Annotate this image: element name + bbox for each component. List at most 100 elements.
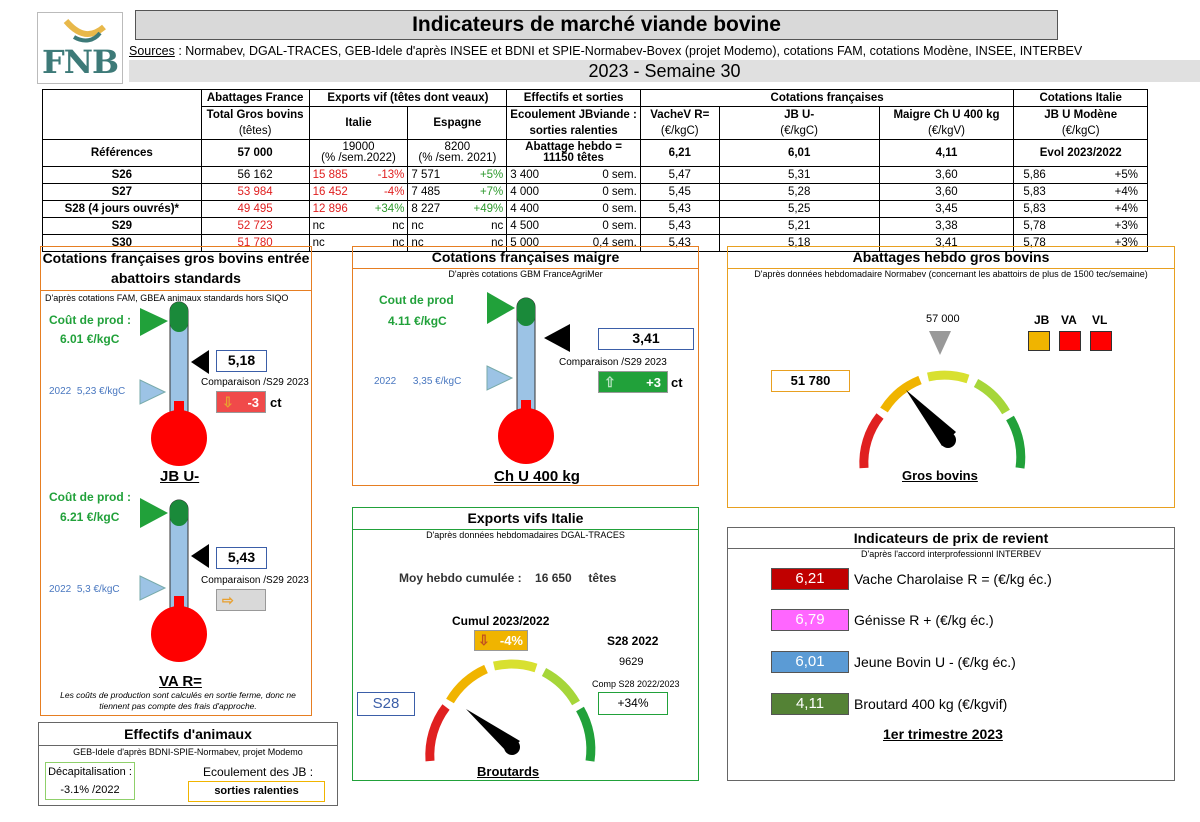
header-modene-unit: (€/kgC) — [1013, 123, 1148, 140]
row-jb: 5,18 — [718, 234, 880, 252]
legend-vl: VL — [1092, 313, 1108, 327]
row-effectifs-sem: 0 sem. — [602, 186, 637, 198]
sources-text: : Normabev, DGAL-TRACES, GEB-Idele d'apr… — [174, 44, 1083, 58]
jb-cout-label: Coût de prod : — [49, 313, 131, 327]
header-ecoulement: Ecoulement JBviande : — [506, 106, 641, 123]
ref-effectifs: Abattage hebdo = — [525, 141, 622, 153]
abattages-title: Abattages hebdo gros bovins — [852, 249, 1050, 265]
row-vache: 5,43 — [639, 234, 720, 252]
arrow-down-icon-2: ⇩ — [478, 632, 490, 648]
revient-panel: Indicateurs de prix de revient D'après l… — [727, 527, 1175, 781]
revient-value: 6,01 — [771, 651, 849, 673]
revient-item: 6,01 Jeune Bovin U - (€/kg éc.) — [771, 651, 1016, 673]
abattages-value-box: 51 780 — [771, 370, 850, 392]
jb-delta-badge: ⇩ -3 — [216, 391, 266, 413]
sources-label: Sources — [129, 44, 175, 58]
header-vache: VacheV R= — [639, 106, 720, 123]
exports-s28-label: S28 2022 — [607, 634, 659, 648]
table-row: S28 (4 jours ouvrés)* 49 495 12 896 +34% 8 2… — [42, 200, 1148, 218]
va-name: VA R= — [159, 673, 202, 690]
row-vache: 5,43 — [639, 217, 720, 235]
row-italie-pct: -13% — [377, 169, 405, 181]
va-cout-value: 6.21 €/kgC — [60, 510, 120, 524]
ref-espagne: 8200 — [444, 141, 471, 153]
row-espagne: nc — [411, 220, 424, 232]
maigre-delta-unit: ct — [671, 375, 683, 390]
row-modene: 5,78 — [1023, 220, 1046, 232]
arrow-down-icon: ⇩ — [222, 394, 234, 410]
exports-panel: Exports vifs Italie D'après données hebd… — [352, 507, 699, 781]
arrow-up-icon: ⇧ — [604, 374, 616, 390]
decap-value: -3.1% /2022 — [60, 784, 120, 796]
row-effectifs: 4 000 — [510, 186, 540, 198]
jb-delta: -3 — [247, 395, 259, 410]
revient-period: 1er trimestre 2023 — [883, 726, 1003, 742]
cotations-gb-sub: D'après cotations FAM, GBEA animaux stan… — [45, 293, 289, 303]
jb-thermometer-icon — [139, 301, 209, 466]
header-abattages: Abattages France — [200, 89, 310, 107]
row-italie: 15 885 — [312, 169, 348, 181]
fnb-logo: FNB — [37, 12, 123, 84]
maigre-delta-badge: ⇧ +3 — [598, 371, 668, 393]
exports-name: Broutards — [477, 764, 540, 779]
row-italie-pct: -4% — [383, 186, 405, 198]
exports-s28-value: 9629 — [619, 656, 644, 668]
page-title: Indicateurs de marché viande bovine — [135, 10, 1058, 40]
ecoul-label: Ecoulement des JB : — [203, 765, 314, 779]
ref-marker-icon — [929, 331, 951, 355]
row-label: S27 — [42, 183, 202, 201]
ref-modene: Evol 2023/2022 — [1013, 139, 1148, 167]
va-2022-label: 2022 5,3 €/kgC — [49, 584, 120, 595]
row-maigre: 3,60 — [878, 166, 1015, 184]
effectifs-sub: GEB-Idele d'après BDNI-SPIE-Normabev, pr… — [73, 747, 303, 757]
revient-value: 6,21 — [771, 568, 849, 590]
exports-comp-label: Comp S28 2022/2023 — [592, 679, 680, 689]
row-label: S26 — [42, 166, 202, 184]
table-row: S26 56 162 15 885 -13% 7 571 +5% 3 400 0 sem. 5,… — [42, 166, 1148, 184]
revient-label: Génisse R + (€/kg éc.) — [854, 612, 994, 628]
row-abattages: 49 495 — [200, 200, 310, 218]
row-italie: nc — [312, 220, 325, 232]
ref-jb: 6,01 — [718, 139, 880, 167]
row-abattages: 53 984 — [200, 183, 310, 201]
va-2022-value: 5,3 €/kgC — [76, 584, 120, 595]
jb-delta-unit: ct — [270, 395, 282, 410]
exports-cumul-badge: ⇩ -4% — [474, 630, 528, 651]
table-row: S27 53 984 16 452 -4% 7 485 +7% 4 000 0 sem. 5,4… — [42, 183, 1148, 201]
ref-vache: 6,21 — [639, 139, 720, 167]
header-jb-unit: (€/kgC) — [718, 123, 880, 140]
row-vache: 5,43 — [639, 200, 720, 218]
row-espagne-pct: +5% — [479, 169, 504, 181]
va-comparaison: Comparaison /S29 2023 — [201, 575, 309, 586]
row-italie: 16 452 — [312, 186, 348, 198]
row-espagne-pct: nc — [491, 220, 504, 232]
maigre-2022-label: 2022 3,35 €/kgC — [374, 376, 462, 387]
ecoul-value: sorties ralenties — [188, 781, 325, 802]
row-espagne-pct: +7% — [479, 186, 504, 198]
va-delta-badge: ⇨ — [216, 589, 266, 611]
header-exports: Exports vif (têtes dont veaux) — [308, 89, 508, 107]
cotations-gb-title: Cotations françaises gros bovins entrée … — [42, 250, 310, 286]
row-espagne: 7 571 — [411, 169, 441, 181]
revient-label: Jeune Bovin U - (€/kg éc.) — [854, 654, 1016, 670]
revient-value: 6,79 — [771, 609, 849, 631]
effectifs-panel: Effectifs d'animaux GEB-Idele d'après BD… — [38, 722, 338, 806]
maigre-cout-label: Cout de prod — [379, 293, 454, 307]
exports-moy-label: Moy hebdo cumulée : 16 650 têtes — [399, 571, 617, 585]
effectifs-title: Effectifs d'animaux — [124, 726, 252, 742]
row-jb: 5,21 — [718, 217, 880, 235]
row-modene-pct: +3% — [1114, 220, 1138, 232]
revient-item: 6,79 Génisse R + (€/kg éc.) — [771, 609, 994, 631]
row-label: S28 (4 jours ouvrés)* — [42, 200, 202, 218]
logo-text: FNB — [42, 43, 119, 81]
maigre-cout-value: 4.11 €/kgC — [388, 314, 447, 328]
market-table: Abattages France Exports vif (têtes dont… — [42, 89, 1148, 252]
header-maigre-unit: (€/kgV) — [878, 123, 1015, 140]
row-jb: 5,31 — [718, 166, 880, 184]
row-maigre: 3,38 — [878, 217, 1015, 235]
exports-week-box: S28 — [357, 692, 415, 716]
va-thermometer-icon — [139, 498, 209, 662]
cotations-maigre-panel: Cotations françaises maigre D'après cota… — [352, 246, 699, 486]
abattages-sub: D'après données hebdomadaire Normabev (c… — [754, 269, 1148, 279]
row-espagne: 8 227 — [411, 203, 441, 215]
